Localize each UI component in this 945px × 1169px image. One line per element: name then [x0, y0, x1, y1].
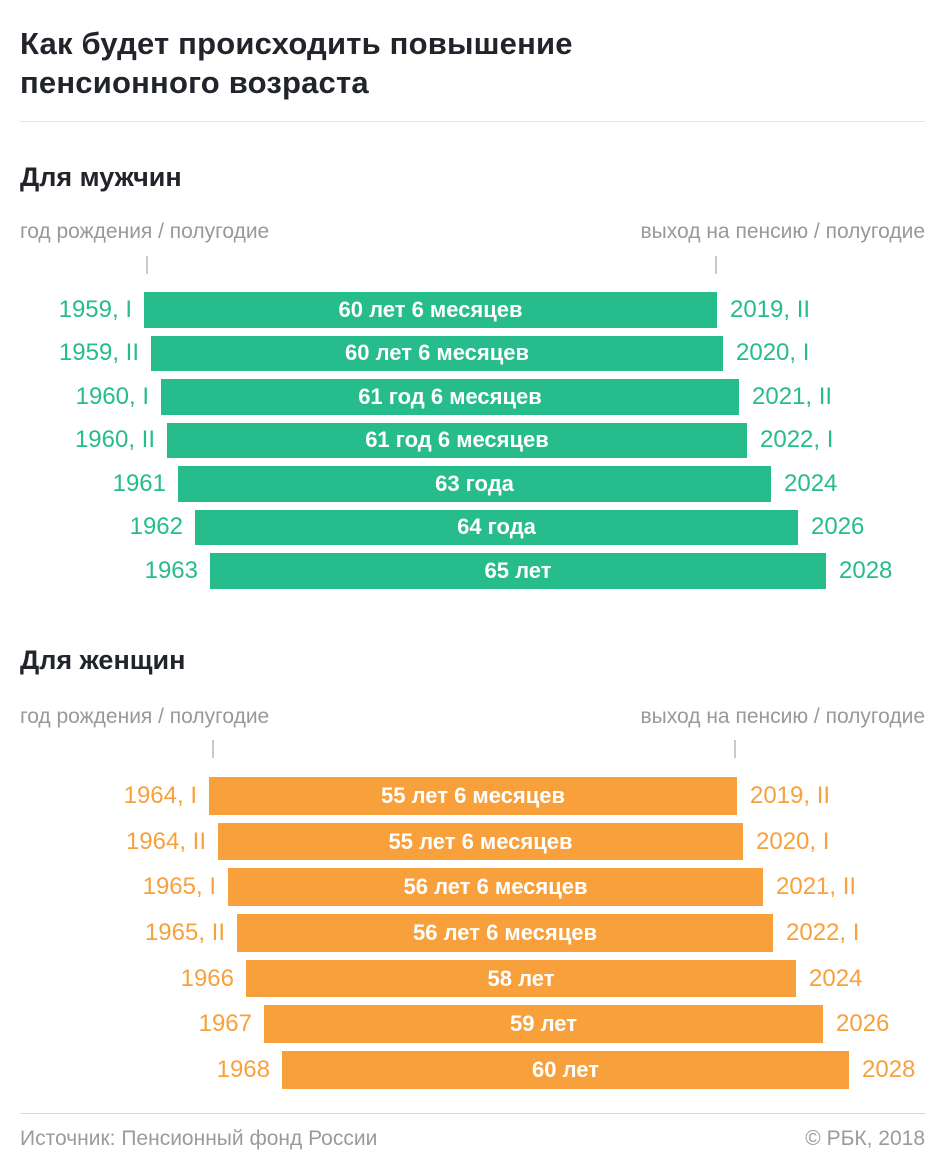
pension-age-label: 56 лет 6 месяцев	[403, 874, 588, 900]
birth-year-label: 1962	[129, 513, 183, 541]
chart-row: 1966 58 лет 2024	[0, 956, 945, 1002]
pension-age-bar: 63 года	[178, 466, 771, 502]
axis-label-retirement: выход на пенсию / полугодие	[640, 220, 925, 243]
retirement-year-label: 2026	[836, 1010, 890, 1038]
birth-year-label: 1966	[180, 964, 234, 992]
axis-tick-right	[715, 256, 717, 274]
chart-row: 1963 65 лет 2028	[0, 549, 945, 593]
birth-year-label: 1965, I	[142, 873, 216, 901]
retirement-year-label: 2020, I	[756, 827, 830, 855]
birth-year-label: 1964, I	[123, 781, 197, 809]
pension-age-label: 61 год 6 месяцев	[365, 427, 549, 453]
birth-year-label: 1968	[216, 1055, 270, 1083]
axis-labels-row: год рождения / полугодие выход на пенсию…	[20, 705, 925, 729]
birth-year-label: 1960, II	[74, 426, 155, 454]
women-bar-chart: 1964, I 55 лет 6 месяцев 2019, II 1964, …	[0, 773, 945, 1093]
chart-row: 1962 64 года 2026	[0, 506, 945, 550]
pension-age-label: 55 лет 6 месяцев	[388, 828, 573, 854]
axis-tick-left	[146, 256, 148, 274]
birth-year-label: 1959, I	[58, 295, 132, 323]
axis-label-retirement: выход на пенсию / полугодие	[640, 705, 925, 728]
pension-age-label: 60 лет	[532, 1056, 599, 1082]
page-title: Как будет происходить повышение пенсионн…	[20, 26, 573, 101]
title-divider	[20, 121, 925, 122]
pension-age-bar: 60 лет 6 месяцев	[144, 292, 717, 328]
birth-year-label: 1960, I	[75, 382, 149, 410]
retirement-year-label: 2021, II	[752, 382, 833, 410]
chart-row: 1959, II 60 лет 6 месяцев 2020, I	[0, 332, 945, 376]
chart-row: 1967 59 лет 2026	[0, 1001, 945, 1047]
pension-age-label: 65 лет	[484, 557, 552, 583]
retirement-year-label: 2019, II	[730, 295, 811, 323]
birth-year-label: 1963	[144, 556, 198, 584]
retirement-year-label: 2022, I	[786, 918, 860, 946]
pension-age-label: 60 лет 6 месяцев	[338, 296, 523, 322]
pension-age-bar: 55 лет 6 месяцев	[218, 822, 743, 861]
retirement-year-label: 2024	[784, 469, 838, 497]
birth-year-label: 1961	[112, 469, 166, 497]
pension-age-label: 63 года	[435, 470, 514, 496]
pension-age-label: 56 лет 6 месяцев	[412, 919, 598, 945]
pension-age-label: 55 лет 6 месяцев	[380, 782, 566, 808]
chart-row: 1965, I 56 лет 6 месяцев 2021, II	[0, 864, 945, 910]
section-men-title: Для мужчин	[20, 162, 182, 192]
copyright-note: © РБК, 2018	[805, 1127, 925, 1150]
section-women-title: Для женщин	[20, 645, 186, 675]
axis-tick-right	[734, 740, 736, 758]
pension-age-bar: 58 лет	[246, 959, 796, 998]
retirement-year-label: 2020, I	[736, 339, 810, 367]
retirement-year-label: 2026	[811, 513, 865, 541]
pension-age-bar: 65 лет	[210, 553, 826, 589]
pension-age-label: 59 лет	[510, 1011, 577, 1037]
pension-age-label: 61 год 6 месяцев	[358, 383, 542, 409]
birth-year-label: 1967	[198, 1010, 252, 1038]
source-note: Источник: Пенсионный фонд России	[20, 1127, 378, 1150]
chart-row: 1964, II 55 лет 6 месяцев 2020, I	[0, 819, 945, 865]
pension-age-label: 58 лет	[487, 965, 555, 991]
pension-age-bar: 60 лет 6 месяцев	[151, 335, 723, 371]
pension-age-bar: 64 года	[195, 509, 798, 545]
footer: Источник: Пенсионный фонд России © РБК, …	[20, 1113, 925, 1151]
axis-labels-row: год рождения / полугодие выход на пенсию…	[20, 220, 925, 244]
chart-row: 1959, I 60 лет 6 месяцев 2019, II	[0, 288, 945, 332]
axis-label-birth-year: год рождения / полугодие	[20, 220, 270, 243]
retirement-year-label: 2021, II	[776, 873, 857, 901]
chart-row: 1965, II 56 лет 6 месяцев 2022, I	[0, 910, 945, 956]
chart-row: 1960, I 61 год 6 месяцев 2021, II	[0, 375, 945, 419]
pension-age-label: 64 года	[457, 514, 536, 540]
retirement-year-label: 2028	[839, 556, 893, 584]
chart-row: 1960, II 61 год 6 месяцев 2022, I	[0, 419, 945, 463]
pension-age-bar: 61 год 6 месяцев	[167, 422, 747, 458]
axis-label-birth-year: год рождения / полугодие	[20, 705, 270, 728]
pension-age-bar: 61 год 6 месяцев	[161, 379, 739, 415]
chart-row: 1961 63 года 2024	[0, 462, 945, 506]
retirement-year-label: 2022, I	[760, 426, 834, 454]
pension-age-bar: 60 лет	[282, 1051, 849, 1089]
pension-age-bar: 56 лет 6 месяцев	[237, 914, 773, 952]
retirement-year-label: 2028	[862, 1055, 916, 1083]
pension-age-bar: 59 лет	[264, 1005, 823, 1044]
chart-row: 1964, I 55 лет 6 месяцев 2019, II	[0, 773, 945, 819]
birth-year-label: 1959, II	[58, 339, 139, 367]
birth-year-label: 1964, II	[125, 827, 206, 855]
pension-age-bar: 55 лет 6 месяцев	[209, 777, 737, 815]
axis-tick-left	[212, 740, 214, 758]
pension-age-label: 60 лет 6 месяцев	[344, 340, 530, 366]
men-bar-chart: 1959, I 60 лет 6 месяцев 2019, II 1959, …	[0, 288, 945, 593]
birth-year-label: 1965, II	[144, 918, 225, 946]
retirement-year-label: 2024	[809, 964, 863, 992]
chart-row: 1968 60 лет 2028	[0, 1047, 945, 1093]
pension-age-bar: 56 лет 6 месяцев	[228, 868, 763, 907]
retirement-year-label: 2019, II	[750, 781, 831, 809]
